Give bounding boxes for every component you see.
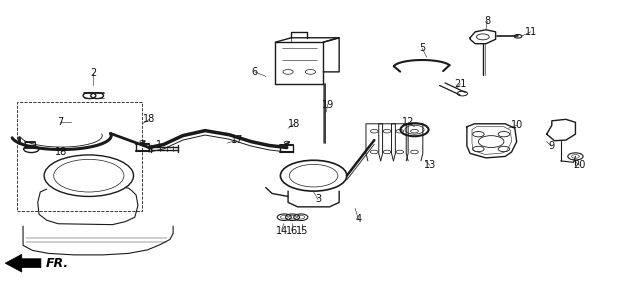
Text: 1: 1 bbox=[156, 139, 162, 150]
Text: 2: 2 bbox=[90, 68, 97, 78]
Text: 5: 5 bbox=[419, 43, 426, 53]
Text: 17: 17 bbox=[231, 135, 243, 145]
Text: 14: 14 bbox=[276, 226, 288, 235]
Bar bbox=[17, 102, 143, 211]
Text: 10: 10 bbox=[511, 120, 523, 130]
Text: 6: 6 bbox=[252, 67, 258, 77]
Text: 18: 18 bbox=[289, 119, 301, 129]
Text: 21: 21 bbox=[454, 79, 467, 89]
Text: 11: 11 bbox=[525, 27, 537, 37]
Text: 20: 20 bbox=[573, 160, 586, 170]
Text: 12: 12 bbox=[402, 117, 414, 127]
Text: 18: 18 bbox=[143, 114, 156, 124]
Text: 3: 3 bbox=[315, 194, 321, 204]
Polygon shape bbox=[5, 254, 41, 272]
Text: 13: 13 bbox=[424, 160, 436, 170]
Text: 4: 4 bbox=[355, 214, 362, 224]
Text: 19: 19 bbox=[321, 100, 334, 109]
Text: 8: 8 bbox=[484, 16, 490, 27]
Text: FR.: FR. bbox=[45, 257, 68, 270]
Text: 15: 15 bbox=[296, 226, 308, 235]
Text: 9: 9 bbox=[548, 141, 554, 151]
Text: 16: 16 bbox=[286, 226, 298, 235]
Text: 7: 7 bbox=[57, 117, 63, 127]
Text: 18: 18 bbox=[55, 147, 67, 157]
